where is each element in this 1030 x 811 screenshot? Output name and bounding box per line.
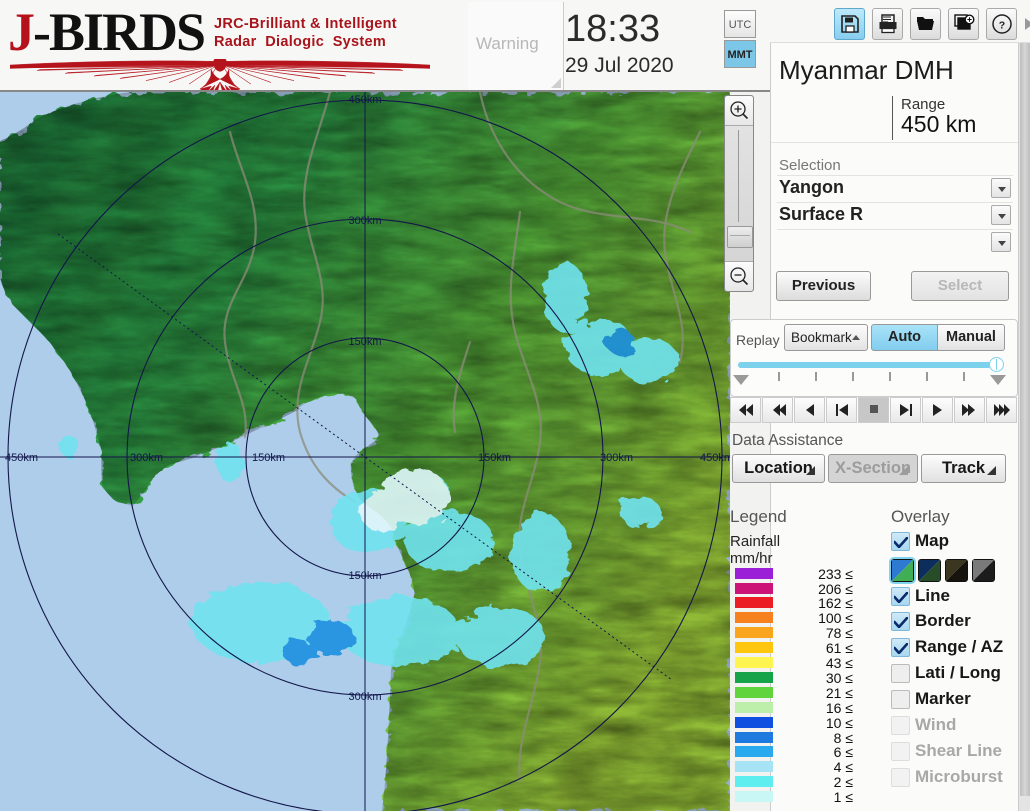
svg-text:150km: 150km xyxy=(348,570,381,582)
svg-text:300km: 300km xyxy=(600,452,633,464)
svg-text:450km: 450km xyxy=(5,452,38,464)
svg-text:300km: 300km xyxy=(348,691,381,703)
svg-text:450km: 450km xyxy=(700,452,730,464)
svg-text:150km: 150km xyxy=(478,452,511,464)
svg-text:300km: 300km xyxy=(348,215,381,227)
svg-text:300km: 300km xyxy=(130,452,163,464)
svg-text:150km: 150km xyxy=(348,336,381,348)
svg-text:450km: 450km xyxy=(348,94,381,106)
svg-text:150km: 150km xyxy=(252,452,285,464)
